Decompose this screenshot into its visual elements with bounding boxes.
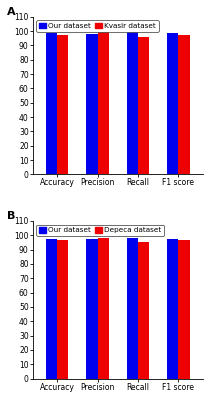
Bar bbox=[127, 32, 138, 174]
Bar bbox=[97, 32, 109, 174]
Legend: Our dataset, Depeca dataset: Our dataset, Depeca dataset bbox=[37, 224, 164, 236]
Bar bbox=[138, 37, 149, 174]
Bar bbox=[46, 239, 57, 378]
Bar bbox=[46, 33, 57, 174]
Bar bbox=[97, 238, 109, 378]
Bar bbox=[179, 240, 190, 378]
Bar bbox=[86, 34, 97, 174]
Bar bbox=[138, 242, 149, 378]
Bar bbox=[127, 238, 138, 378]
Bar bbox=[167, 239, 179, 378]
Bar bbox=[57, 35, 68, 174]
Legend: Our dataset, Kvasir dataset: Our dataset, Kvasir dataset bbox=[37, 20, 158, 32]
Bar bbox=[86, 239, 97, 378]
Text: A: A bbox=[7, 7, 16, 17]
Text: B: B bbox=[7, 212, 16, 222]
Bar bbox=[57, 240, 68, 378]
Bar bbox=[179, 35, 190, 174]
Bar bbox=[167, 33, 179, 174]
